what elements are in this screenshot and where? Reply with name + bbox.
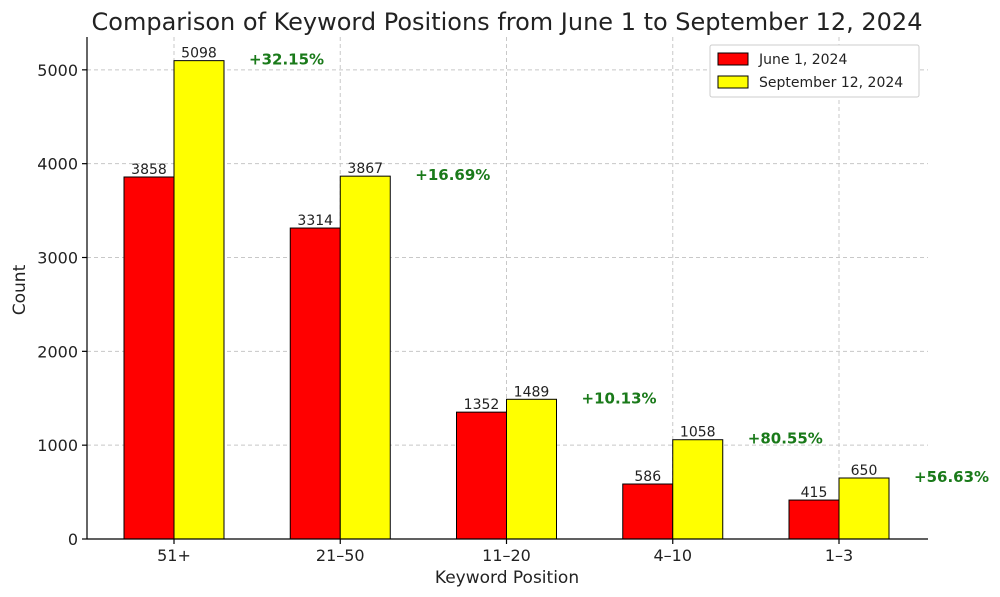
bar-value-label: 650 xyxy=(851,463,878,479)
bar-june xyxy=(289,227,341,540)
y-tick-label: 3000 xyxy=(37,249,78,268)
grid-lines xyxy=(87,37,928,539)
x-tick-label: 21–50 xyxy=(316,546,365,565)
bar-september xyxy=(672,439,724,540)
x-tick-label: 11–20 xyxy=(482,546,531,565)
bar-june xyxy=(622,483,674,540)
bar-value-label: 3867 xyxy=(347,161,383,177)
percent-change-label: +32.15% xyxy=(249,51,324,69)
bar-value-label: 3858 xyxy=(131,162,167,178)
y-axis-label: Count xyxy=(10,264,30,315)
legend-swatch-june xyxy=(717,52,749,66)
bar-value-label: 1489 xyxy=(514,384,550,400)
axes: 0 1000 2000 3000 4000 5000 51+ 21–50 11–20 4–10 1–… xyxy=(37,37,928,565)
bar-value-label: 415 xyxy=(801,485,828,501)
y-tick-label: 1000 xyxy=(37,436,78,455)
bar-value-label: 586 xyxy=(634,469,661,485)
bar-june xyxy=(788,499,840,540)
data-labels: 3858 3314 1352 586 415 5098 3867 1489 1058 650 +32… xyxy=(131,46,989,501)
bar-june xyxy=(456,411,507,540)
x-tick-label: 1–3 xyxy=(825,546,853,565)
y-tick-label: 0 xyxy=(68,530,78,549)
legend-label-june: June 1, 2024 xyxy=(758,52,847,68)
legend-label-september: September 12, 2024 xyxy=(759,75,903,91)
y-tick-label: 4000 xyxy=(37,155,78,174)
percent-change-label: +56.63% xyxy=(914,468,989,486)
bar-september xyxy=(339,175,391,540)
x-tick-label: 4–10 xyxy=(653,546,692,565)
bar-september xyxy=(173,60,225,540)
legend: June 1, 2024 September 12, 2024 xyxy=(709,44,920,98)
bar-value-label: 1058 xyxy=(680,425,716,441)
bar-september xyxy=(506,398,557,540)
legend-swatch-september xyxy=(717,75,749,89)
bars xyxy=(123,60,890,540)
bar-value-label: 3314 xyxy=(297,213,333,229)
percent-change-label: +10.13% xyxy=(582,389,657,407)
bar-september xyxy=(838,477,890,540)
chart-title: Comparison of Keyword Positions from Jun… xyxy=(92,8,923,36)
bar-value-label: 5098 xyxy=(181,46,217,62)
x-axis-label: Keyword Position xyxy=(435,568,579,588)
percent-change-label: +16.69% xyxy=(415,166,490,184)
legend-frame xyxy=(709,44,920,98)
percent-change-label: +80.55% xyxy=(748,430,823,448)
bar-june xyxy=(123,176,175,540)
y-tick-label: 2000 xyxy=(37,342,78,361)
bar-value-label: 1352 xyxy=(464,397,500,413)
x-tick-label: 51+ xyxy=(157,546,191,565)
y-tick-label: 5000 xyxy=(37,61,78,80)
